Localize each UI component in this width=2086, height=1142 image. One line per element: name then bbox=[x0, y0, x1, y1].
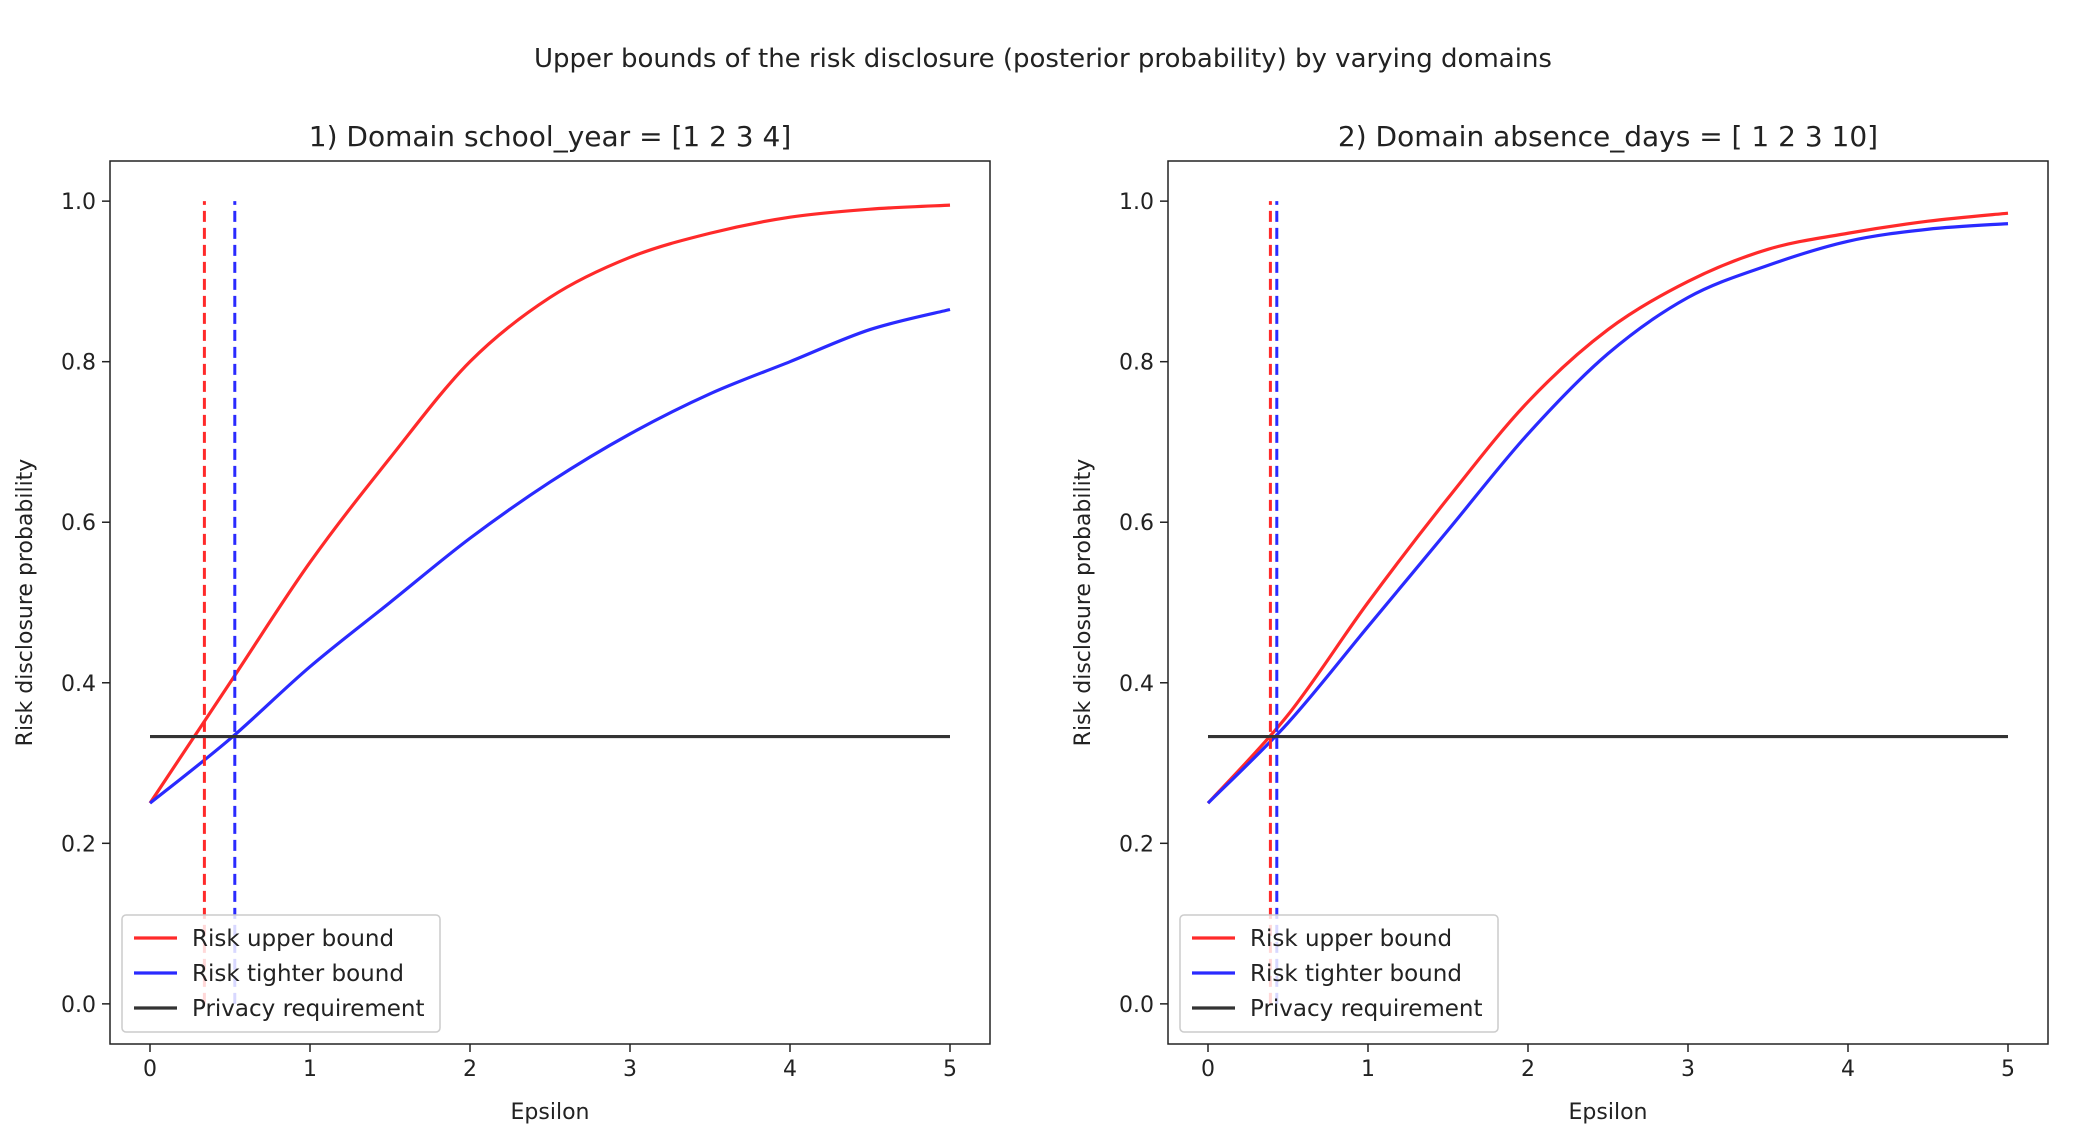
y-axis-label: Risk disclosure probability bbox=[1071, 459, 1096, 747]
risk-upper-bound-series-line bbox=[148, 203, 951, 805]
legend: Risk upper bound Risk tighter bound Privac… bbox=[121, 914, 441, 1033]
y-tick-label: 0.8 bbox=[1119, 351, 1154, 376]
figure-suptitle: Upper bounds of the risk disclosure (pos… bbox=[534, 44, 1552, 74]
x-axis-label: Epsilon bbox=[511, 1100, 590, 1125]
y-tick-label: 0.4 bbox=[61, 672, 96, 697]
x-tick-label: 1 bbox=[303, 1057, 317, 1082]
legend-entry: Privacy requirement bbox=[192, 996, 425, 1022]
y-tick-label: 1.0 bbox=[1119, 190, 1154, 215]
y-tick-label: 0.0 bbox=[1119, 993, 1154, 1018]
axes-frame bbox=[109, 160, 991, 1045]
y-tick-label: 0.6 bbox=[61, 511, 96, 536]
legend-entry: Risk upper bound bbox=[192, 926, 394, 952]
x-tick-label: 0 bbox=[143, 1057, 157, 1082]
x-tick-label: 4 bbox=[1841, 1057, 1855, 1082]
x-tick-label: 1 bbox=[1361, 1057, 1375, 1082]
legend-entry: Risk upper bound bbox=[1250, 926, 1452, 952]
subplot-school-year: 1) Domain school_year = [1 2 3 4] 0 1 2 3 4 5 0… bbox=[13, 120, 991, 1125]
risk-upper-bound-series-line bbox=[1206, 211, 2009, 805]
legend-entry: Privacy requirement bbox=[1250, 996, 1483, 1022]
y-tick-label: 0.8 bbox=[61, 351, 96, 376]
subplot-absence-days: 2) Domain absence_days = [ 1 2 3 10] 0 1 2 3… bbox=[1071, 120, 2049, 1125]
y-tick-label: 0.0 bbox=[61, 993, 96, 1018]
x-tick-label: 5 bbox=[943, 1057, 957, 1082]
y-tick-label: 0.6 bbox=[1119, 511, 1154, 536]
y-tick-label: 0.2 bbox=[61, 832, 96, 857]
axes-frame bbox=[1167, 160, 2049, 1045]
x-tick-label: 5 bbox=[2001, 1057, 2015, 1082]
x-tick-label: 3 bbox=[1681, 1057, 1695, 1082]
legend: Risk upper bound Risk tighter bound Privac… bbox=[1179, 914, 1499, 1033]
legend-entry: Risk tighter bound bbox=[192, 961, 404, 987]
y-tick-label: 1.0 bbox=[61, 190, 96, 215]
y-axis-label: Risk disclosure probability bbox=[13, 459, 38, 747]
x-tick-label: 0 bbox=[1201, 1057, 1215, 1082]
x-tick-label: 2 bbox=[1521, 1057, 1535, 1082]
x-tick-label: 3 bbox=[623, 1057, 637, 1082]
legend-entry: Risk tighter bound bbox=[1250, 961, 1462, 987]
legend-box bbox=[121, 914, 441, 1033]
risk-tighter-bound-series-line bbox=[1206, 222, 2009, 805]
x-tick-label: 4 bbox=[783, 1057, 797, 1082]
y-tick-label: 0.2 bbox=[1119, 832, 1154, 857]
y-tick-label: 0.4 bbox=[1119, 672, 1154, 697]
subplot-title: 1) Domain school_year = [1 2 3 4] bbox=[309, 120, 792, 153]
risk-tighter-bound-series-line bbox=[148, 307, 951, 805]
x-axis-label: Epsilon bbox=[1569, 1100, 1648, 1125]
legend-box bbox=[1179, 914, 1499, 1033]
subplot-title: 2) Domain absence_days = [ 1 2 3 10] bbox=[1338, 120, 1878, 153]
x-tick-label: 2 bbox=[463, 1057, 477, 1082]
